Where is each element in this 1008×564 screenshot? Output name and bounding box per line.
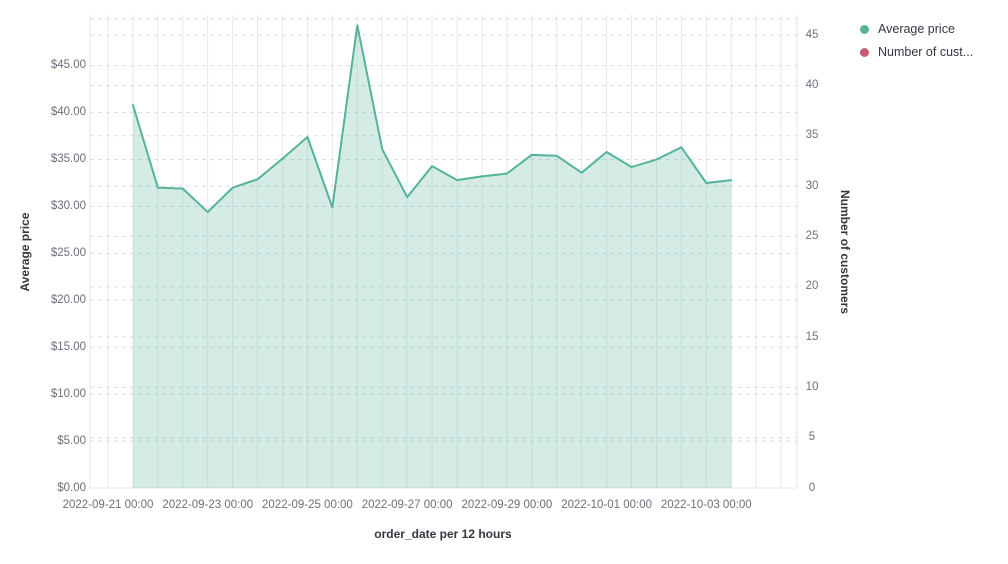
legend-label: Number of cust... (878, 45, 974, 59)
x-axis-tick: 2022-09-23 00:00 (162, 499, 254, 511)
y-axis-right-title: Number of customers (838, 189, 852, 315)
y-axis-right-tick: 5 (808, 431, 816, 444)
y-axis-left-tick: $35.00 (50, 153, 86, 166)
y-axis-left-tick: $40.00 (50, 106, 86, 119)
legend-item-average-price[interactable]: Average price (860, 22, 973, 36)
x-axis-tick: 2022-09-29 00:00 (461, 499, 553, 511)
y-axis-left-title: Average price (18, 212, 32, 292)
x-axis-tick: 2022-10-03 00:00 (660, 499, 752, 511)
y-axis-left-tick: $5.00 (57, 434, 86, 447)
legend-label: Average price (878, 22, 955, 36)
x-axis-tick: 2022-09-27 00:00 (361, 499, 453, 511)
legend-dot-icon (860, 24, 869, 34)
y-axis-left-tick: $30.00 (50, 199, 86, 212)
x-axis-tick: 2022-09-21 00:00 (62, 499, 154, 511)
y-axis-left-tick: $10.00 (50, 387, 86, 400)
y-axis-right-tick: 20 (805, 280, 819, 293)
y-axis-right-tick: 25 (805, 229, 819, 242)
y-axis-left-tick: $0.00 (57, 481, 86, 494)
y-axis-right-tick: 15 (805, 330, 819, 343)
y-axis-left-tick: $20.00 (50, 293, 86, 306)
legend-dot-icon (860, 47, 869, 57)
y-axis-left-tick: $25.00 (50, 246, 86, 259)
legend: Average price Number of cust... (860, 22, 973, 59)
x-axis-title: order_date per 12 hours (374, 527, 512, 541)
y-axis-right-tick: 0 (808, 481, 816, 494)
y-axis-right-tick: 35 (805, 129, 819, 142)
y-axis-left-tick: $45.00 (50, 59, 86, 72)
y-axis-right-tick: 30 (805, 179, 819, 192)
x-axis-tick: 2022-09-25 00:00 (262, 499, 353, 511)
y-axis-right-tick: 40 (805, 78, 819, 91)
y-axis-right-tick: 10 (805, 380, 819, 393)
y-axis-left-tick: $15.00 (50, 340, 86, 353)
y-axis-right-tick: 45 (805, 28, 819, 41)
legend-item-number-of-customers[interactable]: Number of cust... (860, 45, 973, 59)
x-axis-tick: 2022-10-01 00:00 (561, 499, 652, 511)
